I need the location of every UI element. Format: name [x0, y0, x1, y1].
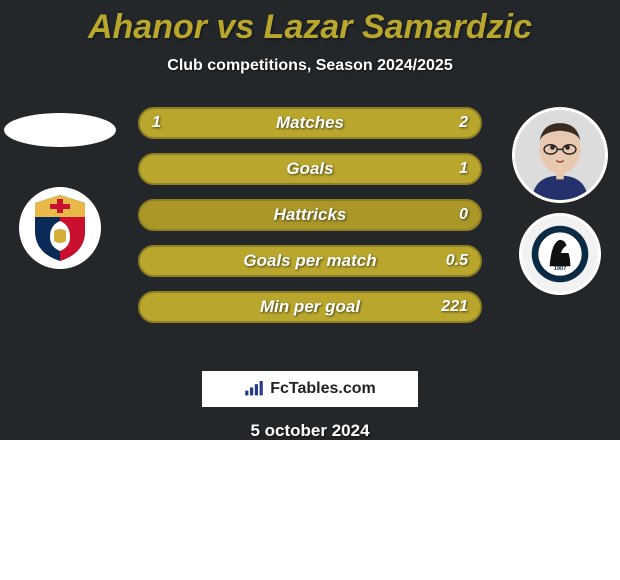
stat-value-right: 221: [441, 298, 468, 316]
bars-icon: [244, 381, 264, 397]
atalanta-crest-icon: 1907: [527, 221, 593, 287]
player-face-icon: [515, 110, 605, 200]
stat-label: Hattricks: [274, 205, 347, 225]
stat-bar: Goals per match 0.5: [138, 245, 482, 277]
left-club-badge: [19, 187, 101, 269]
stat-bar: Hattricks 0: [138, 199, 482, 231]
stat-label: Goals: [286, 159, 333, 179]
stat-label: Matches: [276, 113, 344, 133]
stat-label: Goals per match: [243, 251, 376, 271]
watermark-text: FcTables.com: [270, 380, 376, 398]
stat-value-right: 0: [459, 206, 468, 224]
watermark: FcTables.com: [202, 371, 418, 407]
left-player-photo-placeholder: [4, 113, 116, 147]
date-label: 5 october 2024: [0, 421, 620, 441]
stat-value-right: 0.5: [446, 252, 468, 270]
right-club-badge: 1907: [519, 213, 601, 295]
content-area: 1907 Matches 1 2 Goals 1 Hattricks 0 Goals per …: [0, 107, 620, 357]
page-title: Ahanor vs Lazar Samardzic: [0, 0, 620, 47]
stat-bar: Min per goal 221: [138, 291, 482, 323]
genoa-crest-icon: [30, 193, 90, 263]
stat-bar: Matches 1 2: [138, 107, 482, 139]
subtitle: Club competitions, Season 2024/2025: [0, 57, 620, 75]
right-player-column: 1907: [510, 107, 610, 295]
right-player-photo: [512, 107, 608, 203]
stat-value-right: 2: [459, 114, 468, 132]
stat-label: Min per goal: [260, 297, 360, 317]
stat-bars: Matches 1 2 Goals 1 Hattricks 0 Goals per match…: [138, 107, 482, 323]
left-player-column: [10, 107, 110, 269]
stat-bar: Goals 1: [138, 153, 482, 185]
comparison-card: Ahanor vs Lazar Samardzic Club competiti…: [0, 0, 620, 440]
stat-value-left: 1: [152, 114, 161, 132]
stat-value-right: 1: [459, 160, 468, 178]
svg-text:1907: 1907: [554, 266, 567, 272]
